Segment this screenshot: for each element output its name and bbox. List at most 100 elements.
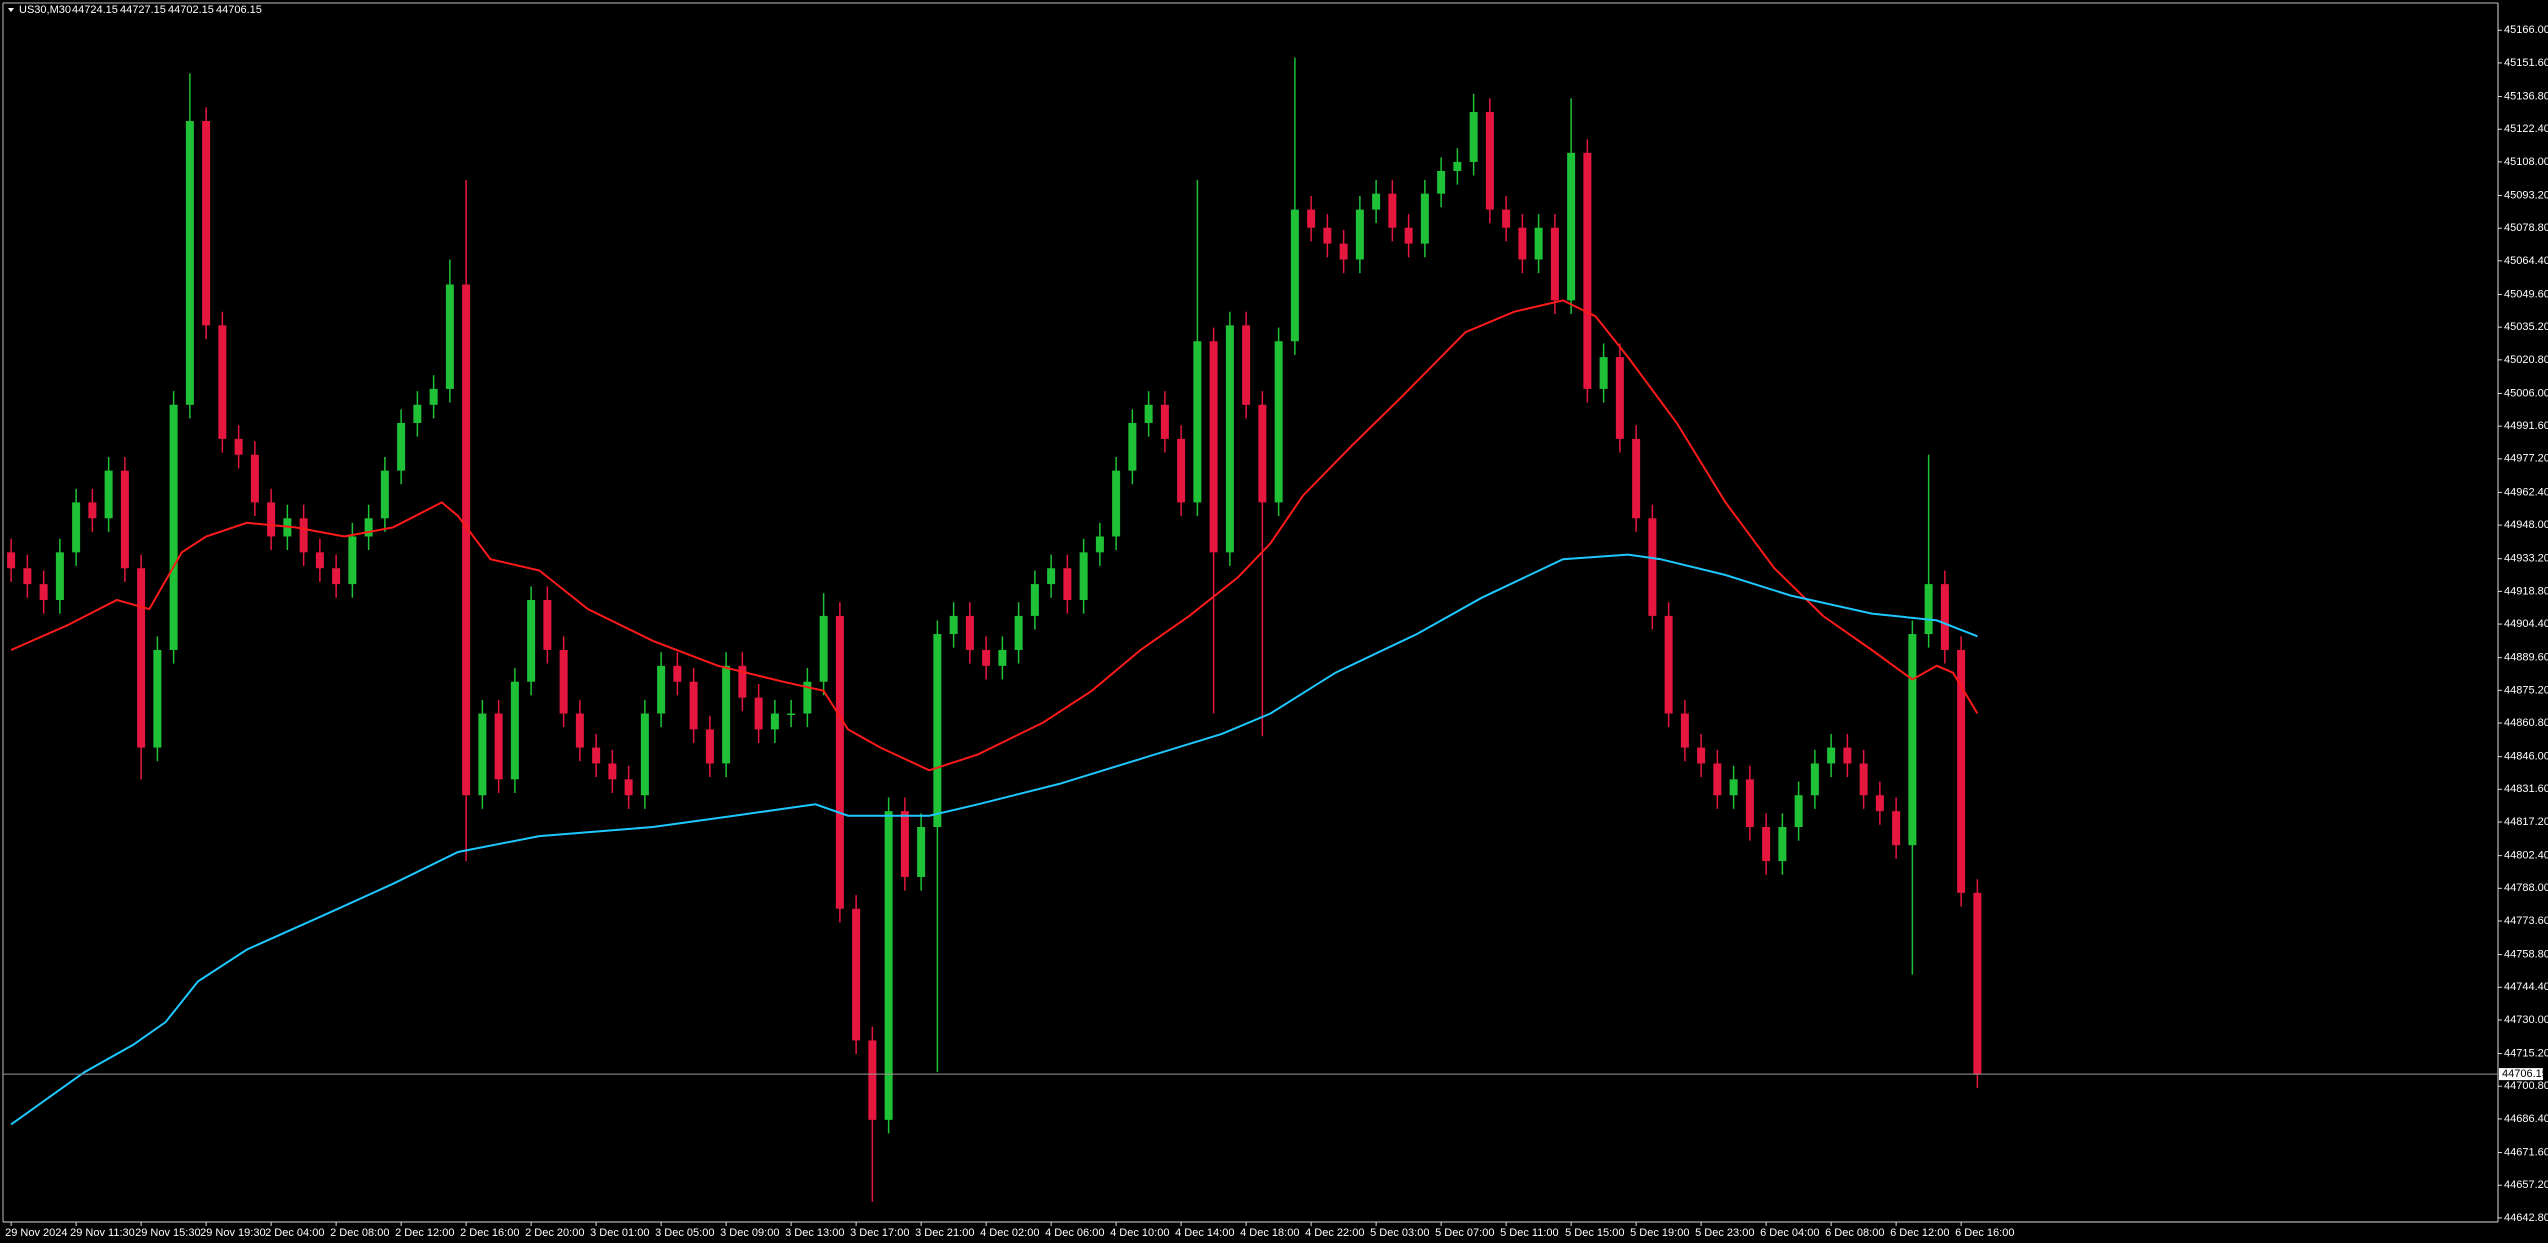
y-tick-label: 44715.20: [2504, 1047, 2548, 1059]
candle-body: [1697, 747, 1706, 764]
y-tick-label: 45049.60: [2504, 288, 2548, 300]
x-tick-label: 2 Dec 16:00: [460, 1227, 519, 1239]
y-tick-label: 45020.80: [2504, 354, 2548, 366]
candle-body: [1274, 341, 1283, 503]
x-tick-label: 29 Nov 15:30: [135, 1227, 200, 1239]
x-tick-label: 2 Dec 08:00: [330, 1227, 389, 1239]
last-price-label: 44706.15: [2502, 1068, 2548, 1080]
y-tick-label: 44773.60: [2504, 915, 2548, 927]
candle-body: [608, 763, 617, 780]
chart-title: US30,M30: [19, 4, 71, 16]
candle-body: [1664, 615, 1673, 714]
candle-body: [949, 615, 958, 635]
candle-body: [819, 615, 828, 682]
candle-body: [705, 729, 714, 764]
y-tick-label: 44831.60: [2504, 783, 2548, 795]
candle-body: [1112, 470, 1121, 537]
candle-body: [1339, 243, 1348, 260]
candle-body: [1355, 209, 1364, 260]
candle-body: [754, 697, 763, 730]
candle-body: [1258, 404, 1267, 503]
y-tick-label: 45078.80: [2504, 222, 2548, 234]
y-tick-label: 44962.40: [2504, 486, 2548, 498]
candle-body: [1567, 152, 1576, 301]
candle-body: [1908, 634, 1917, 846]
x-tick-label: 3 Dec 09:00: [720, 1227, 779, 1239]
candle-body: [1063, 568, 1072, 601]
candle-body: [1469, 111, 1478, 162]
candle-body: [1404, 227, 1413, 244]
candle-body: [397, 422, 406, 471]
candle-body: [1079, 552, 1088, 601]
candle-body: [1810, 763, 1819, 796]
candle-body: [494, 713, 503, 780]
x-tick-label: 3 Dec 05:00: [655, 1227, 714, 1239]
y-tick-label: 45035.20: [2504, 321, 2548, 333]
y-tick-label: 45166.00: [2504, 24, 2548, 36]
y-tick-label: 44875.20: [2504, 684, 2548, 696]
candle-body: [722, 665, 731, 764]
y-tick-label: 44744.40: [2504, 981, 2548, 993]
candle-body: [380, 470, 389, 519]
y-tick-label: 44977.20: [2504, 453, 2548, 465]
x-tick-label: 4 Dec 22:00: [1305, 1227, 1364, 1239]
x-tick-label: 6 Dec 08:00: [1825, 1227, 1884, 1239]
y-tick-label: 45136.80: [2504, 90, 2548, 102]
candles: [7, 57, 1982, 1202]
candle-body: [1193, 341, 1202, 503]
y-tick-label: 45151.60: [2504, 57, 2548, 69]
candle-body: [250, 454, 259, 503]
title-high: 44727.15: [120, 4, 166, 16]
candle-body: [429, 388, 438, 405]
candle-body: [657, 665, 666, 714]
y-tick-label: 44991.60: [2504, 420, 2548, 432]
candle-body: [88, 502, 97, 519]
candle-body: [1502, 209, 1511, 228]
x-tick-label: 6 Dec 04:00: [1760, 1227, 1819, 1239]
candle-body: [1437, 170, 1446, 194]
candle-body: [315, 552, 324, 569]
moving-average: [10, 553, 1978, 1126]
candle-body: [640, 713, 649, 796]
candle-body: [1778, 827, 1787, 862]
x-tick-label: 3 Dec 01:00: [590, 1227, 649, 1239]
symbol-menu-icon[interactable]: [8, 8, 14, 12]
y-tick-label: 44758.80: [2504, 948, 2548, 960]
x-tick-label: 3 Dec 17:00: [850, 1227, 909, 1239]
candle-body: [592, 747, 601, 764]
y-tick-label: 45006.00: [2504, 387, 2548, 399]
candle-body: [1209, 341, 1218, 553]
x-tick-label: 29 Nov 11:30: [70, 1227, 135, 1239]
candle-body: [1648, 518, 1657, 616]
candle-body: [104, 470, 113, 519]
candle-body: [1485, 111, 1494, 210]
candle-body: [1827, 747, 1836, 764]
candle-body: [1177, 438, 1186, 503]
candle-body: [738, 665, 747, 698]
candle-body: [348, 536, 357, 585]
x-tick-label: 5 Dec 11:00: [1500, 1227, 1559, 1239]
candle-body: [803, 681, 812, 714]
candle-body: [559, 649, 568, 714]
x-tick-label: 3 Dec 21:00: [915, 1227, 974, 1239]
y-tick-label: 44817.20: [2504, 816, 2548, 828]
y-tick-label: 44933.20: [2504, 553, 2548, 565]
y-tick-label: 44671.60: [2504, 1146, 2548, 1158]
candle-body: [1128, 422, 1137, 471]
candle-body: [7, 552, 16, 569]
candle-body: [299, 518, 308, 553]
y-tick-label: 44700.80: [2504, 1080, 2548, 1092]
candle-body: [1680, 713, 1689, 748]
y-tick-label: 44918.80: [2504, 585, 2548, 597]
y-tick-label: 44788.00: [2504, 882, 2548, 894]
candle-body: [202, 121, 211, 326]
y-tick-label: 44657.20: [2504, 1179, 2548, 1191]
candle-body: [1762, 827, 1771, 862]
candle-body: [1453, 161, 1462, 171]
candle-body: [1144, 404, 1153, 423]
y-tick-label: 45064.40: [2504, 255, 2548, 267]
candle-body: [1843, 747, 1852, 764]
candle-body: [1095, 536, 1104, 553]
candle-body: [137, 568, 146, 748]
